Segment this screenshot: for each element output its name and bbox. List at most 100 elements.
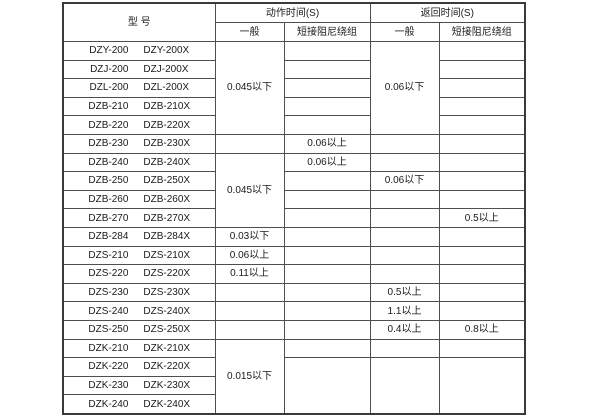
action-general-cell: 0.03以下	[214, 226, 285, 247]
action-short-cell	[283, 338, 371, 359]
return-short-cell	[438, 133, 526, 154]
return-general-cell	[369, 226, 440, 247]
model-cell: DZB-260 DZB-260X	[62, 189, 216, 210]
model-name: DZS-230	[88, 287, 129, 299]
return-general-cell	[369, 338, 440, 359]
model-name-x: DZB-210X	[143, 101, 191, 113]
model-name-x: DZK-220X	[143, 361, 191, 373]
action-short-cell	[283, 264, 371, 284]
table-row: DZS-230 DZS-230X 0.5以上	[62, 282, 526, 303]
model-cell: DZS-210 DZS-210X	[62, 245, 216, 266]
header-row-subcolumns: 一般 短接阻尼绕组 一般 短接阻尼绕组	[63, 22, 526, 42]
action-short-cell	[283, 189, 371, 210]
model-name-x: DZS-220X	[143, 268, 191, 280]
header-row-groups: 型 号 动作时间(S) 返回时间(S)	[62, 2, 526, 42]
return-short-cell	[438, 264, 526, 284]
model-name-x: DZB-250X	[143, 175, 191, 187]
return-short-cell	[438, 115, 526, 135]
return-general-cell	[369, 189, 440, 210]
model-name: DZB-284	[88, 231, 129, 243]
action-short-cell	[283, 226, 371, 247]
model-cell: DZB-250 DZB-250X	[62, 171, 216, 191]
model-name: DZB-240	[88, 156, 129, 168]
table-row: DZJ-200 DZJ-200X	[62, 59, 526, 80]
model-name-x: DZB-260X	[143, 194, 191, 206]
model-name-x: DZB-220X	[143, 119, 191, 131]
action-short-cell	[283, 301, 371, 321]
action-short-cell	[283, 59, 371, 80]
action-short-cell	[283, 319, 371, 340]
return-short-cell	[438, 152, 526, 173]
model-cell: DZB-220 DZB-220X	[62, 115, 216, 135]
action-short-cell	[283, 357, 371, 415]
model-name: DZK-210	[88, 342, 129, 354]
action-general-cell	[214, 301, 285, 321]
action-short-cell	[283, 208, 371, 228]
return-short-cell	[438, 357, 526, 415]
return-general-cell: 0.4以上	[369, 319, 440, 340]
model-name-x: DZL-200X	[143, 82, 189, 94]
model-name: DZB-220	[88, 119, 129, 131]
table-row: DZS-210 DZS-210X 0.06以上	[62, 245, 526, 266]
model-name: DZS-210	[88, 249, 129, 261]
return-short-cell	[438, 41, 526, 61]
model-name-x: DZB-230X	[143, 138, 191, 150]
return-short-cell	[438, 245, 526, 266]
table-row: DZB-250 DZB-250X 0.06以下	[62, 171, 526, 191]
model-cell: DZS-220 DZS-220X	[62, 264, 216, 284]
model-name-x: DZB-240X	[143, 156, 191, 168]
model-name: DZY-200	[89, 45, 129, 57]
model-cell: DZL-200 DZL-200X	[62, 78, 216, 98]
action-short-cell	[283, 96, 371, 117]
action-short-cell: 0.06以上	[283, 152, 371, 173]
return-general-cell: 0.06以下	[369, 171, 440, 191]
return-general-cell	[369, 264, 440, 284]
model-cell: DZB-230 DZB-230X	[62, 133, 216, 154]
model-cell: DZB-284 DZB-284X	[62, 226, 216, 247]
action-general-cell	[214, 319, 285, 340]
table-row: DZK-230 DZK-230X	[62, 375, 525, 396]
model-name: DZB-260	[88, 194, 129, 206]
model-cell: DZB-240 DZB-240X	[62, 152, 216, 173]
model-name-x: DZS-210X	[143, 249, 191, 261]
table-row: DZB-270 DZB-270X 0.5以上	[62, 208, 526, 228]
action-short-cell	[283, 115, 371, 135]
return-general-cell: 0.06以下	[369, 41, 440, 135]
return-short-cell	[438, 96, 526, 117]
table-row: DZS-250 DZS-250X 0.4以上 0.8以上	[62, 319, 526, 340]
model-name: DZK-230	[88, 379, 129, 391]
return-short-cell: 0.8以上	[438, 319, 526, 340]
model-name: DZL-200	[89, 82, 129, 94]
table-row: DZS-240 DZS-240X 1.1以上	[62, 301, 526, 321]
action-general-cell: 0.045以下	[214, 41, 285, 135]
table-row: DZB-260 DZB-260X	[62, 189, 526, 210]
model-cell: DZY-200 DZY-200X	[62, 41, 216, 61]
model-cell: DZK-210 DZK-210X	[62, 338, 216, 359]
return-short-cell	[438, 226, 526, 247]
action-general-cell	[214, 133, 285, 154]
model-name: DZB-250	[88, 175, 129, 187]
table-row: DZK-220 DZK-220X	[62, 357, 526, 415]
header-action-short-damping: 短接阻尼绕组	[283, 22, 371, 42]
table-row: DZY-200 DZY-200X 0.045以下 0.06以下	[62, 41, 526, 135]
table-row: DZK-210 DZK-210X 0.015以下	[62, 338, 526, 415]
model-name: DZK-220	[88, 361, 129, 373]
return-short-cell	[438, 338, 526, 359]
return-general-cell: 0.5以上	[369, 282, 440, 303]
model-cell: DZS-250 DZS-250X	[62, 319, 216, 340]
header-model: 型 号	[62, 2, 216, 42]
model-cell: DZK-220 DZK-220X	[62, 357, 216, 377]
model-name-x: DZS-250X	[143, 324, 191, 336]
page: 型 号 动作时间(S) 返回时间(S) 一般 短接阻尼绕组 一般 短接阻尼绕组 …	[62, 2, 526, 415]
table-row: DZL-200 DZL-200X	[62, 78, 526, 98]
model-cell: DZK-230 DZK-230X	[62, 375, 216, 396]
return-short-cell: 0.5以上	[438, 208, 526, 228]
return-general-cell	[369, 357, 440, 415]
model-name-x: DZK-240X	[143, 398, 191, 410]
model-cell: DZK-240 DZK-240X	[62, 394, 216, 415]
return-general-cell	[369, 133, 440, 154]
model-cell: DZB-210 DZB-210X	[62, 96, 216, 117]
action-general-cell: 0.015以下	[214, 338, 285, 415]
model-name: DZB-210	[88, 101, 129, 113]
action-general-cell: 0.11以上	[214, 264, 285, 284]
